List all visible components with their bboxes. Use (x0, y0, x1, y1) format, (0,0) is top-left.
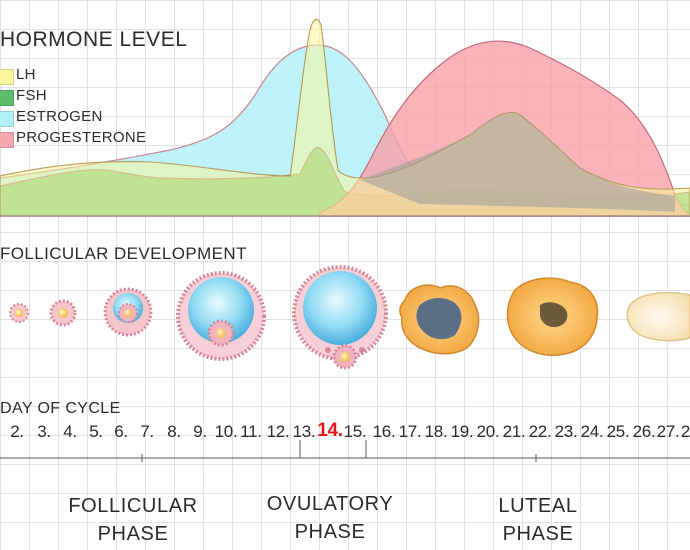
day-label: 20. (476, 422, 500, 441)
legend-label: PROGESTERONE (16, 129, 147, 146)
day-label: 16. (372, 422, 396, 441)
phase-line: PHASE (294, 521, 366, 543)
estrogen-swatch-icon (0, 111, 14, 127)
follicle-stage-4 (176, 271, 266, 361)
phase-luteal: LUTEAL PHASE (498, 492, 577, 548)
day-label: 15. (343, 422, 367, 441)
phase-ovulatory: OVULATORY PHASE (267, 490, 394, 546)
corpus-albicans (626, 291, 690, 342)
cycle-axis (0, 440, 690, 462)
day-label: 27. (656, 422, 680, 441)
lh-swatch-icon (0, 69, 14, 85)
day-label: 2 (680, 422, 690, 441)
day-label: 18. (424, 422, 448, 441)
day-label: 8. (167, 422, 181, 441)
follicular-development-title: FOLLICULAR DEVELOPMENT (0, 244, 247, 263)
phase-line: LUTEAL (498, 495, 578, 517)
day-label: 17. (398, 422, 422, 441)
day-label: 9. (193, 422, 207, 441)
day-label: 13. (292, 422, 316, 441)
corpus-luteum-1 (399, 284, 480, 355)
legend-label: LH (16, 66, 36, 83)
day-label: 25. (606, 422, 630, 441)
day-label: 7. (140, 422, 154, 441)
phase-line: PHASE (502, 523, 574, 545)
progesterone-swatch-icon (0, 132, 14, 148)
follicle-stage-3 (103, 287, 153, 337)
phase-follicular: FOLLICULAR PHASE (68, 492, 197, 548)
phase-line: PHASE (97, 523, 169, 545)
day-label: 12. (266, 422, 290, 441)
corpus-luteum-2 (506, 277, 599, 356)
day-label: 11. (240, 422, 262, 441)
follicle-stage-5 (292, 265, 388, 370)
day-label: 23. (554, 422, 578, 441)
day-label: 2. (10, 422, 24, 441)
day-label: 21. (502, 422, 526, 441)
phase-line: OVULATORY (266, 493, 394, 515)
day-of-cycle-title: DAY OF CYCLE (0, 400, 121, 417)
day-label: 5. (89, 422, 103, 441)
day-label: 10. (214, 422, 238, 441)
follicle-stage-2 (49, 299, 77, 327)
day-label: 24. (580, 422, 604, 441)
legend-label: FSH (16, 87, 47, 104)
day-label: 26. (632, 422, 656, 441)
day-label: 6. (114, 422, 128, 441)
day-label: 4. (63, 422, 77, 441)
phase-line: FOLLICULAR (68, 495, 198, 517)
fsh-swatch-icon (0, 90, 14, 106)
overlap-region (360, 112, 675, 212)
day-label: 19. (450, 422, 474, 441)
day-label: 14. (317, 420, 343, 441)
follicle-stage-1 (9, 303, 29, 323)
legend-label: ESTROGEN (16, 108, 103, 125)
hormone-chart (0, 18, 690, 217)
day-label: 22. (528, 422, 552, 441)
hormone-level-title: HORMONE LEVEL (0, 28, 188, 51)
day-label: 3. (37, 422, 51, 441)
